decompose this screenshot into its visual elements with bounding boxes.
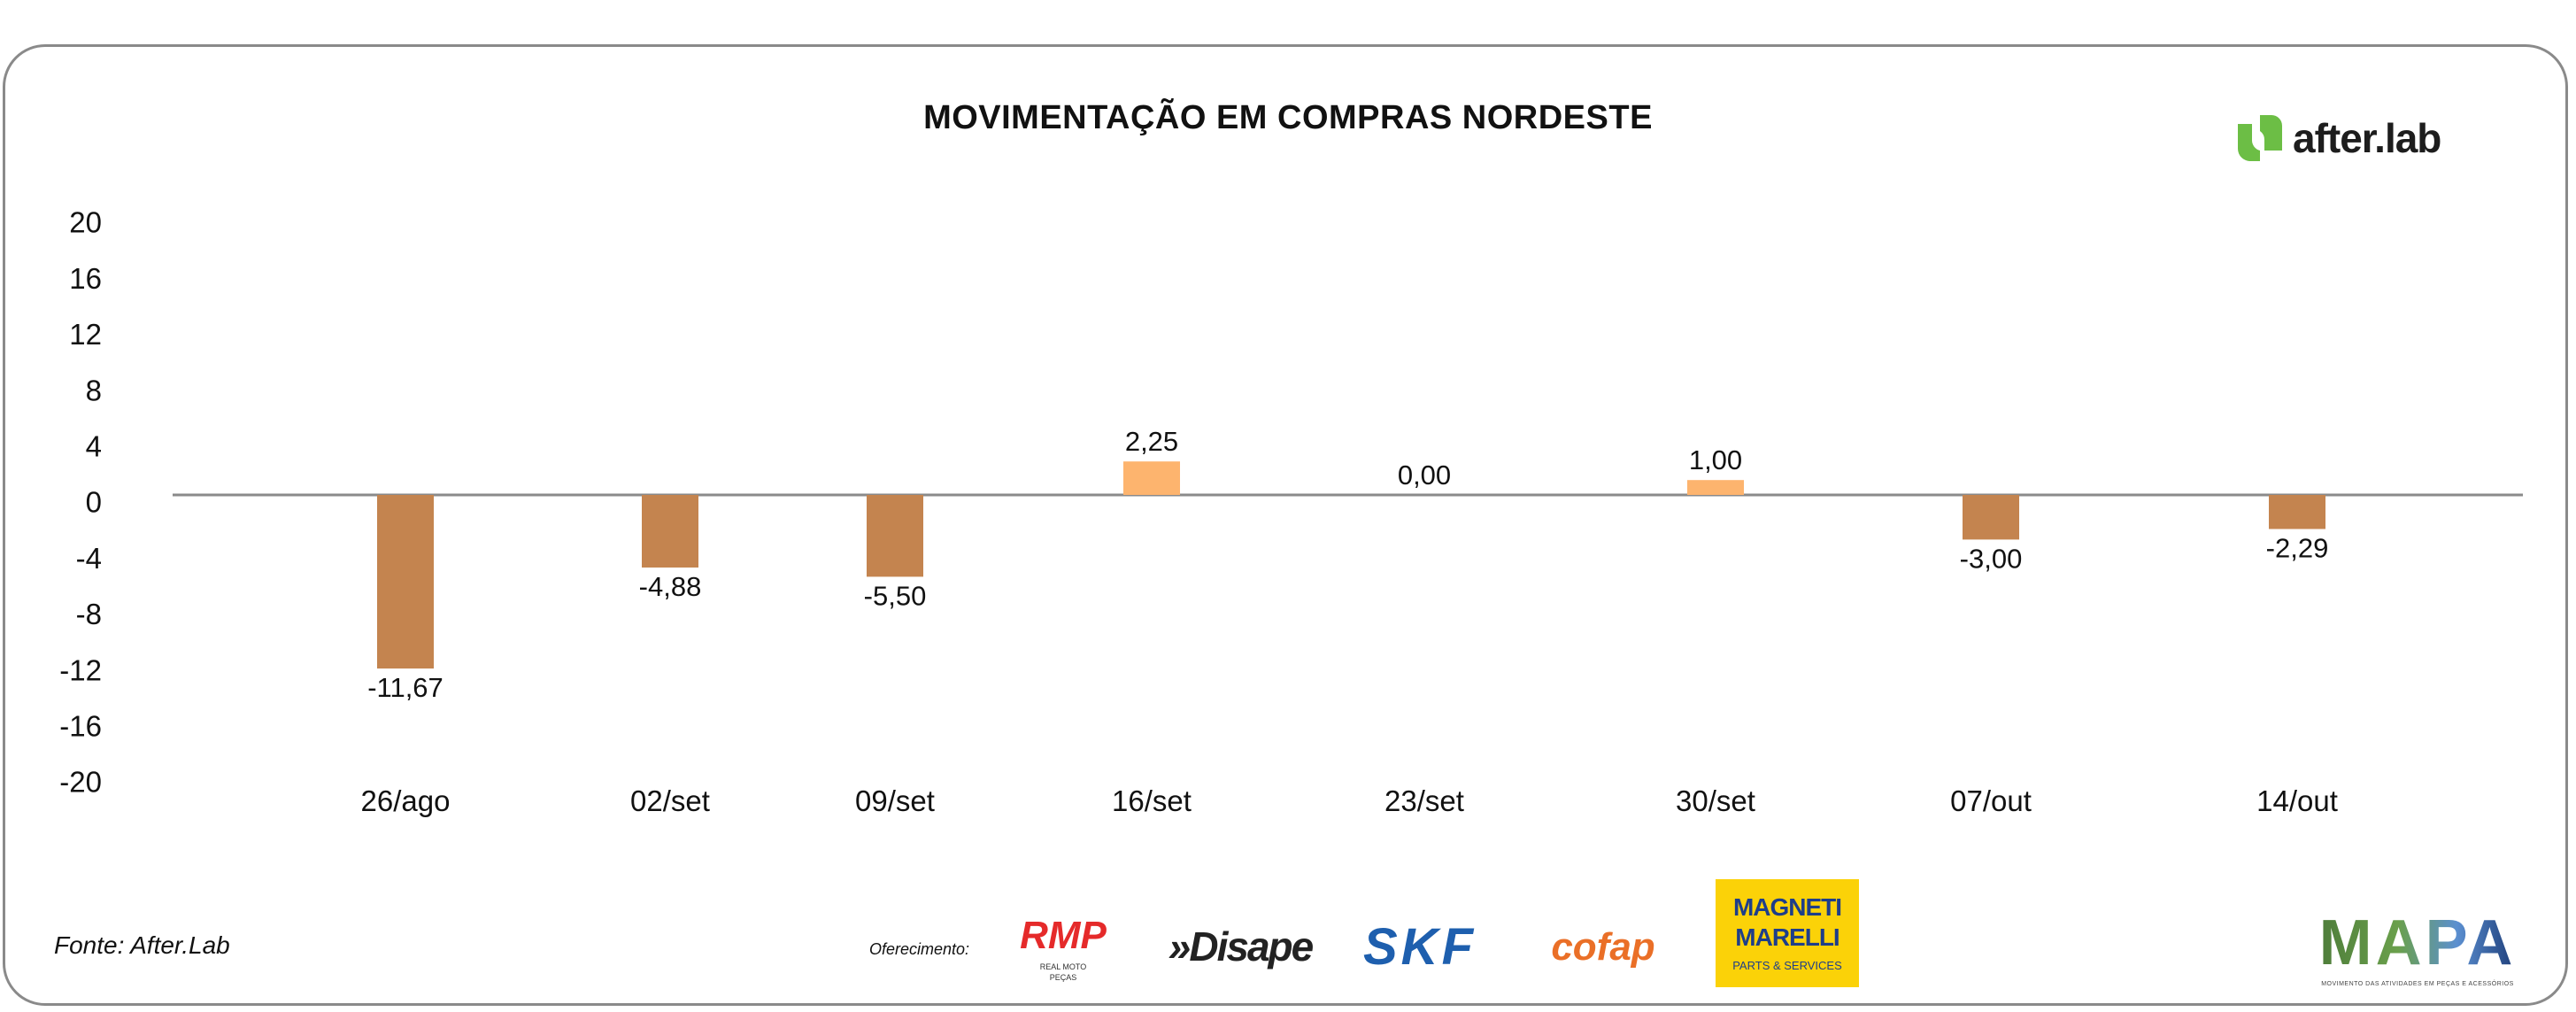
x-tick-label: 16/set <box>1112 784 1192 817</box>
data-label: -2,29 <box>2266 532 2329 563</box>
bar <box>2269 495 2325 529</box>
x-tick-label: 26/ago <box>361 784 451 817</box>
bar <box>1687 480 1744 495</box>
data-label: -5,50 <box>864 580 927 611</box>
y-tick-label: -12 <box>59 653 102 686</box>
disape-logo: »Disape <box>1168 923 1314 970</box>
x-tick-label: 30/set <box>1676 784 1755 817</box>
bar <box>1123 461 1180 495</box>
x-tick-label: 09/set <box>855 784 935 817</box>
magneti-marelli-subtext: PARTS & SERVICES <box>1732 959 1842 973</box>
mapa-logo-text: MAPA <box>2318 908 2517 979</box>
y-tick-label: 20 <box>69 206 102 239</box>
y-tick-label: 0 <box>86 486 102 519</box>
rmp-logo-text: RMP <box>1020 914 1107 958</box>
y-tick-label: -16 <box>59 710 102 743</box>
y-tick-label: 4 <box>86 430 102 463</box>
chart-frame <box>3 44 2568 1006</box>
bar <box>1963 495 2019 540</box>
bar <box>642 495 698 568</box>
x-tick-label: 14/out <box>2256 784 2338 817</box>
source-note: Fonte: After.Lab <box>54 931 230 959</box>
cofap-logo: cofap <box>1551 924 1655 969</box>
x-tick-label: 07/out <box>1950 784 2032 817</box>
data-label: -4,88 <box>639 571 702 602</box>
magneti-marelli-logo: MAGNETI MARELLI PARTS & SERVICES <box>1716 879 1859 987</box>
x-tick-label: 02/set <box>630 784 710 817</box>
rmp-logo-subtext: REAL MOTO PEÇAS <box>1039 962 1087 982</box>
data-label: 0,00 <box>1398 460 1451 491</box>
magneti-marelli-text: MAGNETI MARELLI <box>1732 892 1842 951</box>
mapa-logo: MAPA MOVIMENTO DAS ATIVIDADES EM PEÇAS E … <box>2302 901 2534 993</box>
data-label: 2,25 <box>1125 426 1178 457</box>
y-tick-label: -4 <box>76 542 102 575</box>
mapa-logo-subtext: MOVIMENTO DAS ATIVIDADES EM PEÇAS E ACES… <box>2321 980 2514 987</box>
y-tick-label: 16 <box>69 262 102 295</box>
y-tick-label: 8 <box>86 374 102 406</box>
data-label: -11,67 <box>367 672 443 703</box>
rmp-logo: RMP REAL MOTO PEÇAS <box>1020 908 1107 988</box>
skf-logo: SKF <box>1363 918 1477 977</box>
data-label: 1,00 <box>1689 444 1742 475</box>
data-label: -3,00 <box>1960 543 2023 574</box>
y-tick-label: 12 <box>69 318 102 351</box>
afterlab-logo: after.lab <box>2238 113 2441 163</box>
sponsor-label: Oferecimento: <box>869 940 970 958</box>
x-tick-label: 23/set <box>1384 784 1464 817</box>
chart-title: MOVIMENTAÇÃO EM COMPRAS NORDESTE <box>923 99 1653 136</box>
bar <box>867 495 923 577</box>
y-tick-label: -20 <box>59 766 102 799</box>
afterlab-logo-icon <box>2238 115 2282 161</box>
bar <box>377 495 434 669</box>
y-tick-label: -8 <box>76 598 102 630</box>
afterlab-logo-text: after.lab <box>2293 115 2441 161</box>
